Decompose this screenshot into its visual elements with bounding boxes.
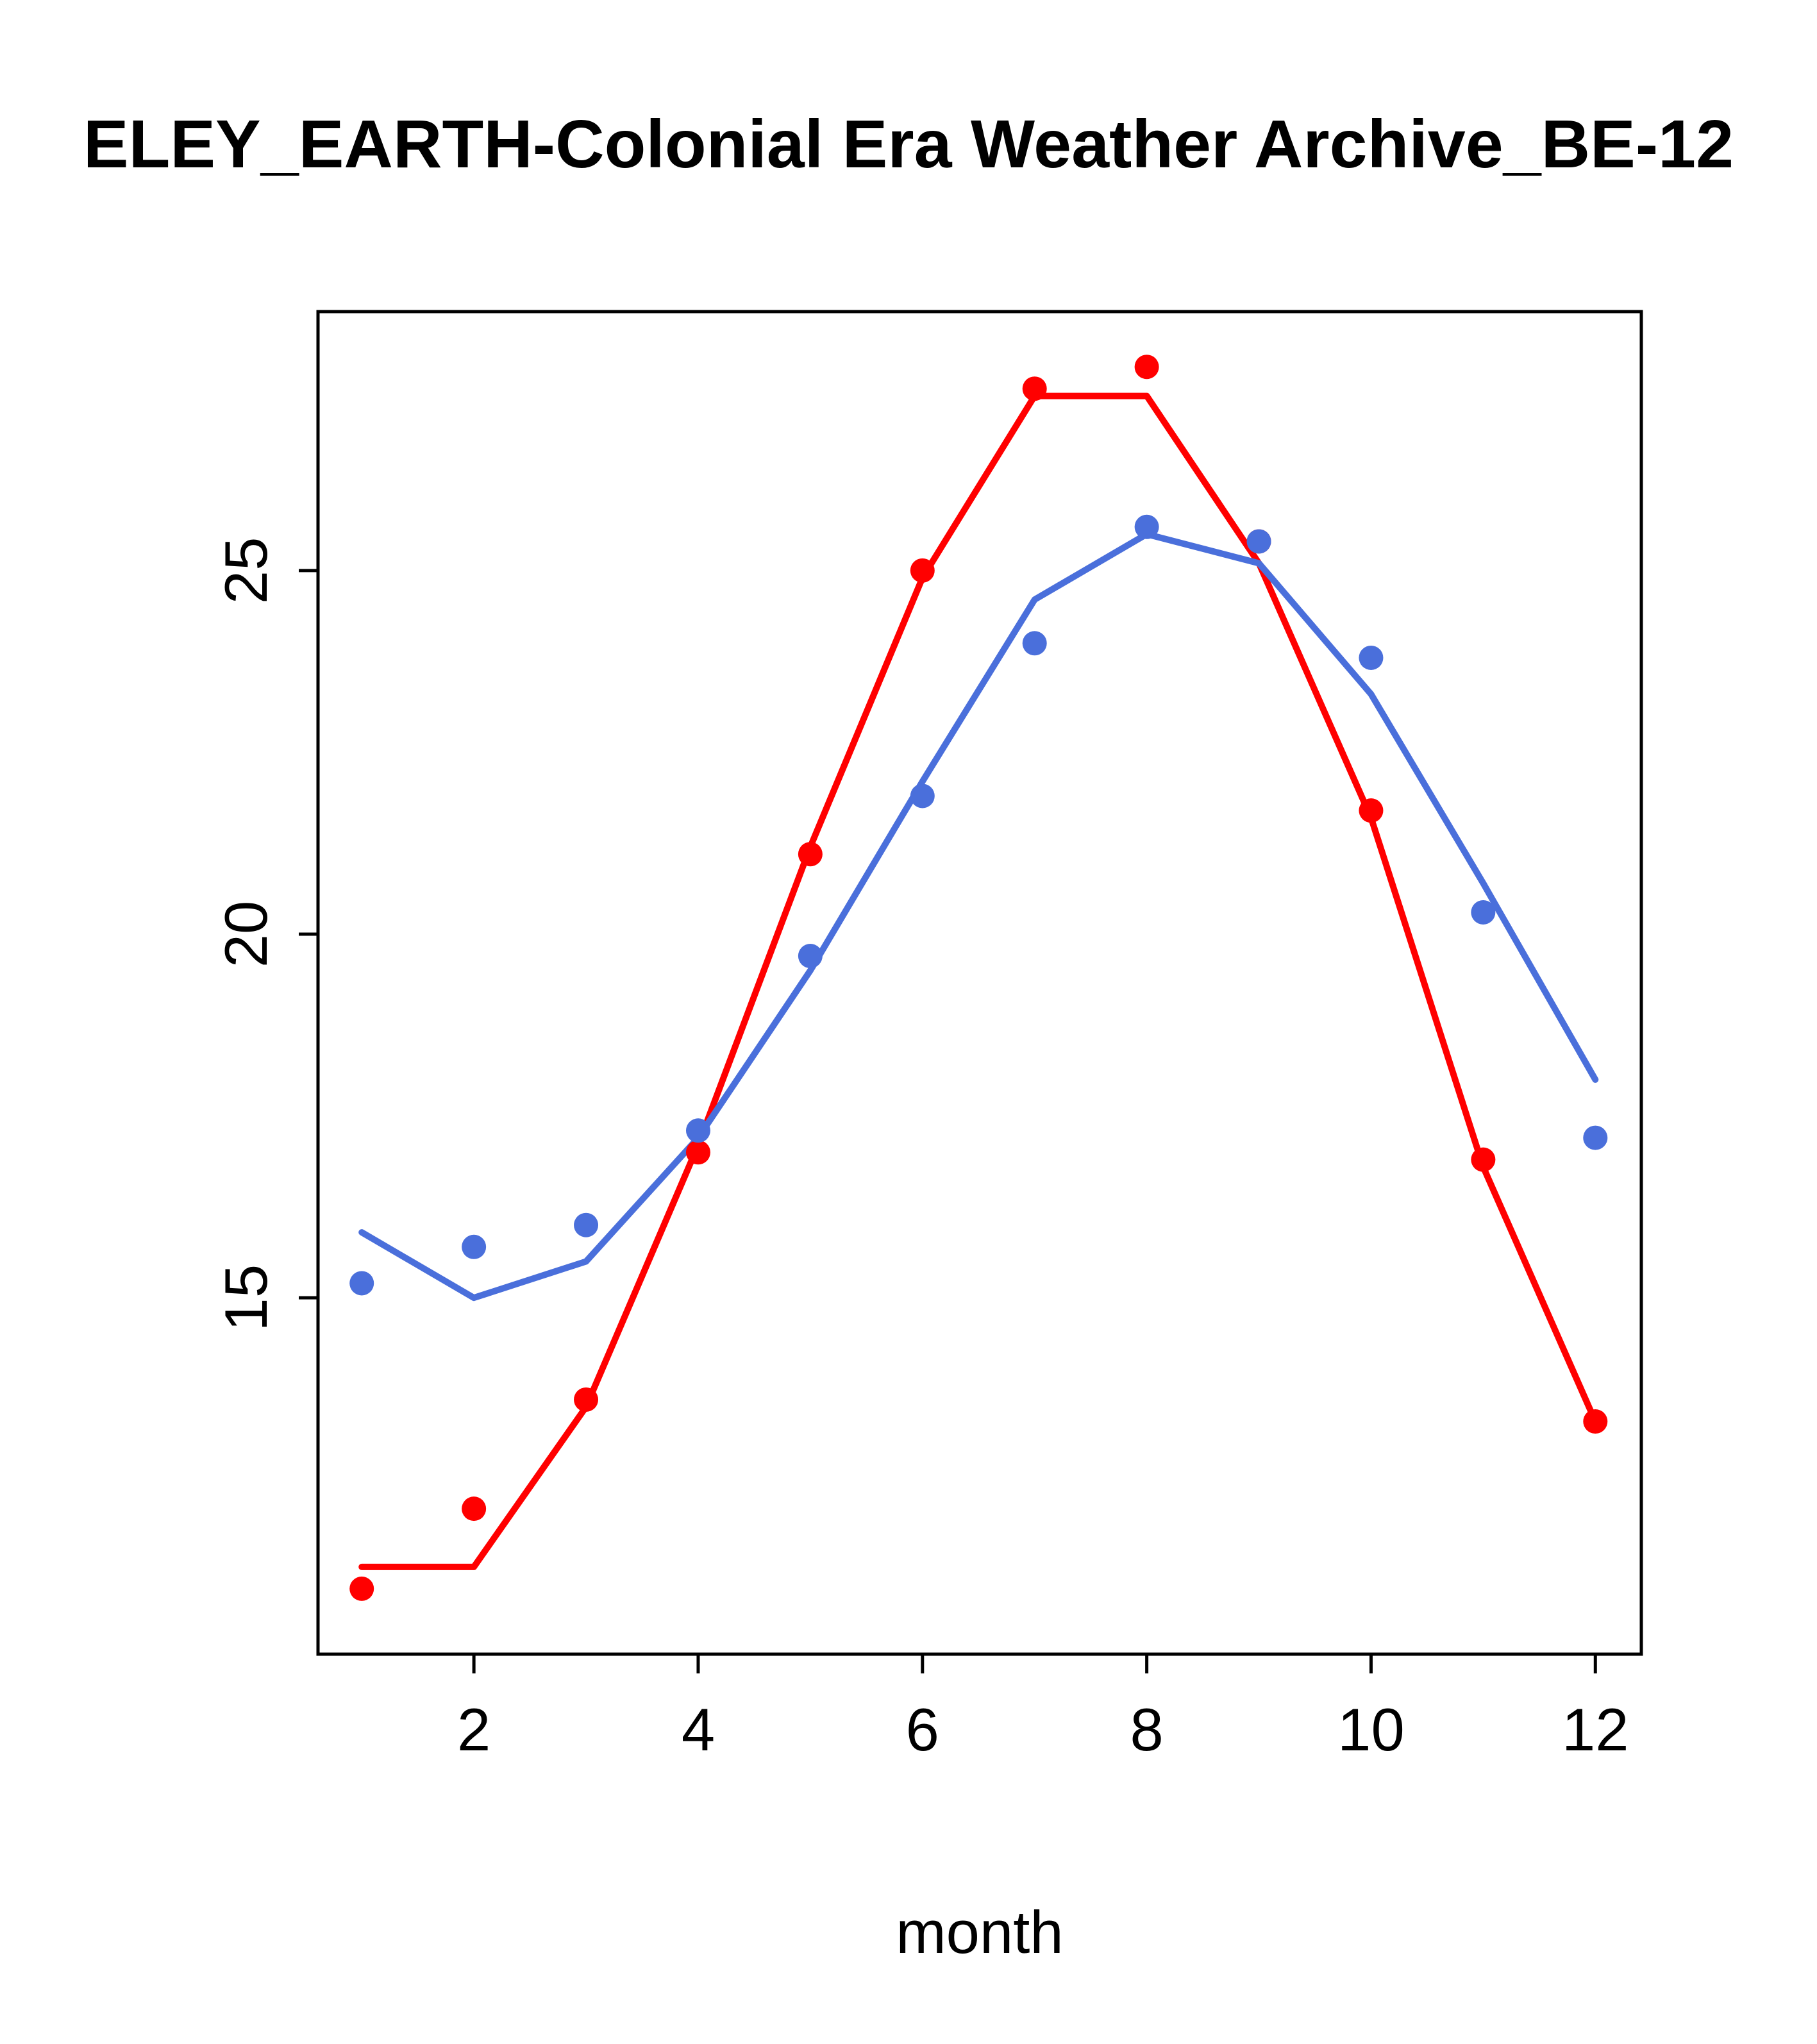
blue-points-marker	[1471, 900, 1496, 925]
red-points-marker	[462, 1496, 487, 1521]
red-points-marker	[798, 842, 823, 867]
red-points-marker	[1583, 1409, 1608, 1434]
blue-points-marker	[685, 1118, 710, 1143]
red-points-marker	[1134, 355, 1159, 380]
red-points-marker	[910, 558, 935, 583]
red-points-marker	[1359, 798, 1384, 823]
red-points-marker	[685, 1140, 710, 1165]
y-tick-label: 20	[212, 901, 280, 968]
blue-line	[358, 531, 1599, 1302]
x-tick-label: 4	[682, 1696, 715, 1763]
red-points-marker	[349, 1576, 374, 1601]
x-tick-label: 8	[1130, 1696, 1163, 1763]
x-tick-label: 6	[906, 1696, 939, 1763]
blue-points-marker	[349, 1271, 374, 1296]
blue-points-marker	[1359, 645, 1384, 670]
blue-points-marker	[1583, 1125, 1608, 1150]
red-points-marker	[1471, 1147, 1496, 1172]
y-tick-label: 25	[212, 537, 280, 605]
x-tick-label: 2	[457, 1696, 490, 1763]
blue-points-marker	[1246, 529, 1271, 554]
blue-points-marker	[1022, 631, 1047, 656]
blue-points-marker	[910, 783, 935, 808]
x-tick-label: 10	[1337, 1696, 1405, 1763]
chart-title: ELEY_EARTH-Colonial Era Weather Archive_…	[83, 106, 1734, 182]
blue-points-marker	[1134, 514, 1159, 539]
blue-points-marker	[462, 1234, 487, 1259]
red-points-marker	[574, 1387, 599, 1412]
red-line	[358, 392, 1599, 1570]
red-points-marker	[1022, 376, 1047, 401]
y-tick-label: 15	[212, 1264, 280, 1332]
x-axis-label: month	[896, 1898, 1064, 1966]
x-tick-label: 12	[1562, 1696, 1629, 1763]
blue-points-marker	[798, 944, 823, 969]
plot-box	[316, 310, 1643, 1656]
blue-points-marker	[574, 1212, 599, 1237]
